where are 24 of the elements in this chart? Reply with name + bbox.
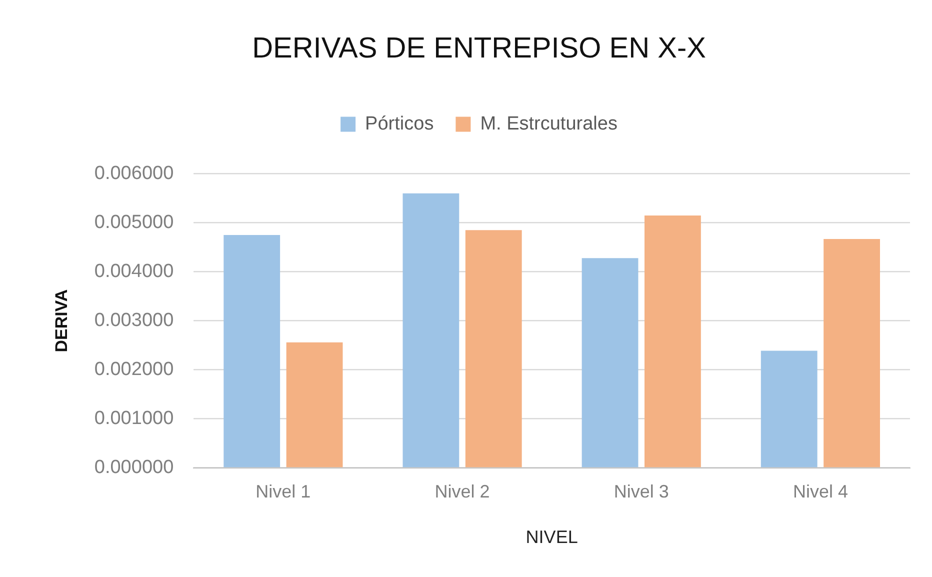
y-tick-label: 0.006000 [94,163,174,184]
bar [582,258,638,468]
y-axis-title: DERIVA [52,289,71,352]
bar [824,238,880,468]
x-tick-label: Nivel 1 [256,482,311,502]
legend-label: M. Estrcuturales [480,114,618,135]
x-tick-label: Nivel 4 [792,482,848,502]
legend-label: Pórticos [365,114,434,135]
bar [644,215,701,468]
y-tick-label: 0.003000 [94,310,174,332]
bar [465,230,522,468]
bar [286,342,343,468]
x-tick-label: Nivel 2 [434,482,490,502]
y-tick-label: 0.001000 [94,408,174,430]
bar [402,193,460,468]
y-tick-label: 0.005000 [94,212,174,234]
y-tick-label: 0.002000 [94,359,174,380]
bar [224,235,280,468]
x-axis-title: NIVEL [526,527,578,548]
y-tick-label: 0.004000 [94,261,174,282]
chart-title: DERIVAS DE ENTREPISO EN X-X [252,32,706,64]
x-tick-label: Nivel 3 [614,482,669,502]
y-tick-label: 0.000000 [94,457,174,478]
bar [760,350,818,468]
